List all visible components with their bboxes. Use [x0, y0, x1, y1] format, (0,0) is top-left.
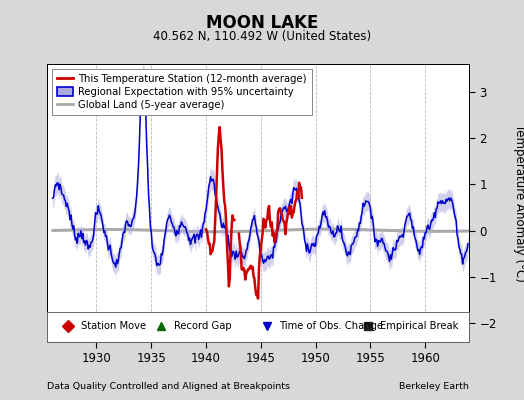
Legend: This Temperature Station (12-month average), Regional Expectation with 95% uncer: This Temperature Station (12-month avera… [52, 69, 312, 115]
Text: Time of Obs. Change: Time of Obs. Change [279, 322, 383, 331]
Text: Data Quality Controlled and Aligned at Breakpoints: Data Quality Controlled and Aligned at B… [47, 382, 290, 391]
Text: Record Gap: Record Gap [174, 322, 231, 331]
Text: MOON LAKE: MOON LAKE [206, 14, 318, 32]
Text: Station Move: Station Move [81, 322, 146, 331]
Y-axis label: Temperature Anomaly (°C): Temperature Anomaly (°C) [514, 124, 524, 282]
Text: 40.562 N, 110.492 W (United States): 40.562 N, 110.492 W (United States) [153, 30, 371, 43]
Text: Empirical Break: Empirical Break [380, 322, 459, 331]
Text: Berkeley Earth: Berkeley Earth [399, 382, 469, 391]
